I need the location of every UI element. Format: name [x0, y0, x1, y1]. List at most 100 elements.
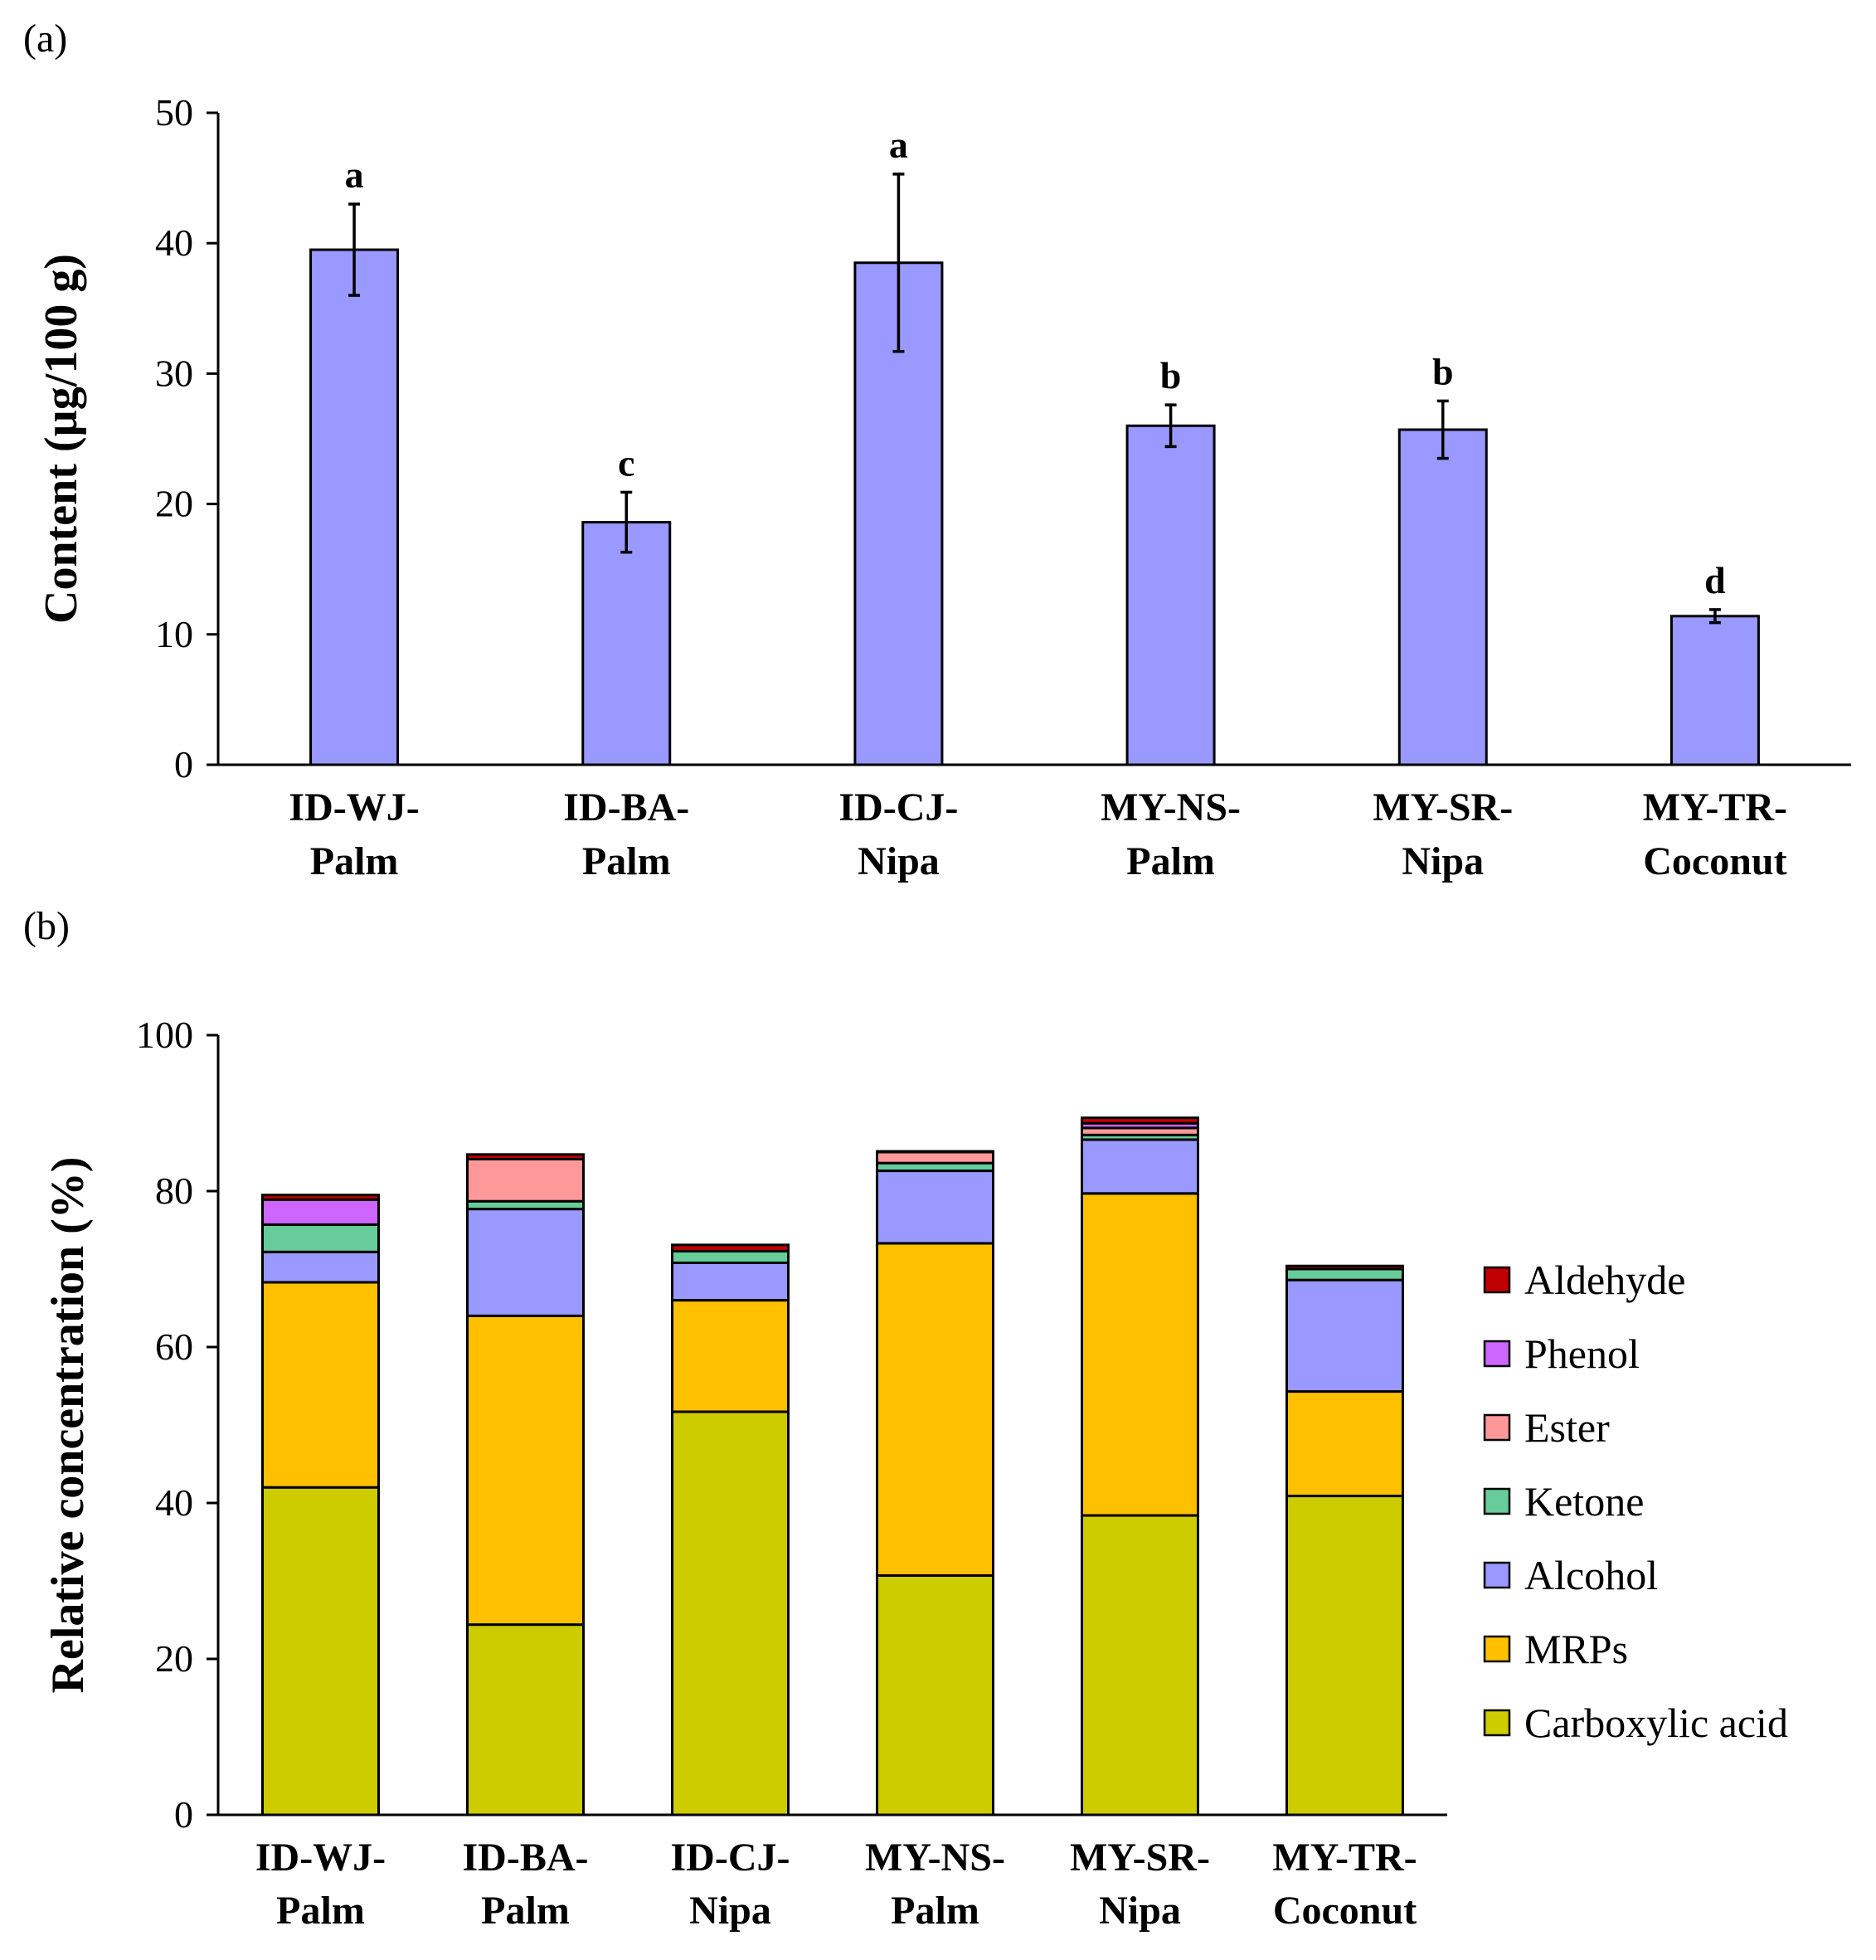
stacked-segment — [1081, 1138, 1199, 1195]
x-tick-label: ID-WJ- — [255, 1836, 386, 1880]
stacked-segment — [671, 1299, 790, 1413]
legend-label: Ester — [1524, 1404, 1610, 1451]
bar — [853, 261, 944, 766]
legend-swatch — [1483, 1635, 1511, 1663]
stacked-segment — [1285, 1264, 1404, 1271]
chart-panel-a: (a) Content (µg/100 g) 0 10 20 30 40 50 a ID-WJ- P… — [23, 17, 1851, 883]
x-tick-label: Palm — [481, 1889, 570, 1933]
bar — [581, 521, 672, 766]
stacked-segment — [876, 1150, 994, 1165]
x-tick-label: Palm — [891, 1889, 979, 1933]
x-tick-label: Coconut — [1273, 1889, 1417, 1933]
x-tick-label: Palm — [582, 839, 671, 883]
y-tick-label: 60 — [155, 1325, 193, 1368]
x-tick-label: MY-NS- — [1101, 785, 1241, 829]
legend-label: Alcohol — [1524, 1552, 1658, 1598]
stacked-segment — [1081, 1192, 1199, 1517]
stacked-segment — [1285, 1267, 1404, 1282]
stacked-segment — [261, 1250, 380, 1284]
bar — [1397, 428, 1488, 766]
stacked-segment — [466, 1623, 585, 1817]
x-tick-label: Nipa — [1402, 839, 1484, 883]
panel-label-a: (a) — [23, 17, 67, 61]
y-tick-label: 30 — [155, 352, 193, 394]
stacked-segment — [261, 1194, 380, 1201]
chart-panel-b: (b) Relative concentration (%) 0 20 40 60 80 10… — [23, 904, 1788, 1933]
stacked-segment — [261, 1486, 380, 1817]
stacked-segment — [1081, 1116, 1199, 1125]
stacked-segment — [876, 1150, 994, 1154]
x-tick-label: ID-BA- — [463, 1836, 589, 1880]
x-tick-label: MY-NS- — [865, 1836, 1005, 1880]
x-tick-label: ID-WJ- — [289, 785, 419, 829]
stacked-segment — [671, 1410, 790, 1817]
legend-label: Carboxylic acid — [1524, 1700, 1788, 1746]
x-tick-label: ID-CJ- — [671, 1836, 790, 1880]
stacked-segment — [1285, 1495, 1404, 1817]
y-axis-label: Relative concentration (%) — [42, 1157, 94, 1694]
x-tick-label: MY-TR- — [1643, 785, 1787, 829]
legend-label: Phenol — [1524, 1330, 1640, 1377]
x-tick-label: Palm — [1126, 839, 1215, 883]
stacked-segment — [261, 1198, 380, 1226]
stacked-segment — [466, 1314, 585, 1627]
x-tick-label: Nipa — [858, 839, 940, 883]
stacked-segment — [876, 1170, 994, 1245]
legend-swatch — [1483, 1709, 1511, 1737]
x-tick-label: Nipa — [689, 1889, 771, 1933]
bar — [309, 248, 400, 766]
y-tick-label: 0 — [174, 743, 193, 785]
significance-letter: c — [618, 441, 634, 484]
x-tick-label: ID-BA- — [563, 785, 689, 829]
y-tick-label: 80 — [155, 1170, 193, 1212]
legend-swatch — [1483, 1266, 1511, 1294]
y-tick-label: 10 — [155, 613, 193, 655]
y-tick-label: 0 — [174, 1793, 193, 1836]
legend-label: Ketone — [1524, 1478, 1644, 1525]
stacked-segment — [261, 1223, 380, 1253]
stacked-segment — [466, 1153, 585, 1160]
legend-swatch — [1483, 1340, 1511, 1368]
significance-letter: b — [1432, 350, 1454, 392]
x-tick-label: MY-TR- — [1272, 1836, 1417, 1880]
stacked-segment — [466, 1208, 585, 1317]
stacked-segment — [876, 1573, 994, 1817]
y-tick-label: 20 — [155, 1637, 193, 1680]
stacked-segment — [1285, 1278, 1404, 1393]
x-tick-label: Palm — [310, 839, 399, 883]
stacked-segment — [876, 1242, 994, 1577]
legend-swatch — [1483, 1561, 1511, 1589]
y-tick-label: 100 — [136, 1014, 193, 1056]
stacked-segment — [671, 1261, 790, 1302]
x-tick-label: Palm — [276, 1889, 365, 1933]
stacked-segment — [1285, 1390, 1404, 1498]
x-tick-label: MY-SR- — [1070, 1836, 1210, 1880]
significance-letter: a — [345, 153, 364, 196]
bar — [1669, 615, 1760, 766]
legend: Aldehyde Phenol Ester Ketone Alcohol MRPs Carb… — [1483, 1257, 1788, 1746]
bar — [1125, 424, 1216, 766]
legend-swatch — [1483, 1487, 1511, 1515]
stacked-segment — [671, 1249, 790, 1264]
stacked-segment — [261, 1281, 380, 1489]
significance-letter: b — [1160, 354, 1182, 396]
stacked-segment — [466, 1157, 585, 1203]
x-tick-label: MY-SR- — [1373, 785, 1513, 829]
y-tick-label: 50 — [155, 91, 193, 134]
x-tick-label: ID-CJ- — [838, 785, 958, 829]
legend-label: Aldehyde — [1524, 1257, 1685, 1303]
y-tick-label: 40 — [155, 1481, 193, 1524]
y-tick-label: 20 — [155, 483, 193, 525]
legend-label: MRPs — [1524, 1626, 1628, 1672]
x-tick-label: Coconut — [1643, 839, 1786, 883]
significance-letter: a — [889, 124, 908, 166]
y-axis-label: Content (µg/100 g) — [36, 254, 87, 624]
panel-label-b: (b) — [23, 904, 70, 948]
y-tick-label: 40 — [155, 221, 193, 264]
legend-swatch — [1483, 1413, 1511, 1442]
significance-letter: d — [1704, 559, 1726, 601]
x-tick-label: Nipa — [1099, 1889, 1181, 1933]
stacked-segment — [671, 1243, 790, 1252]
stacked-segment — [1081, 1514, 1199, 1817]
